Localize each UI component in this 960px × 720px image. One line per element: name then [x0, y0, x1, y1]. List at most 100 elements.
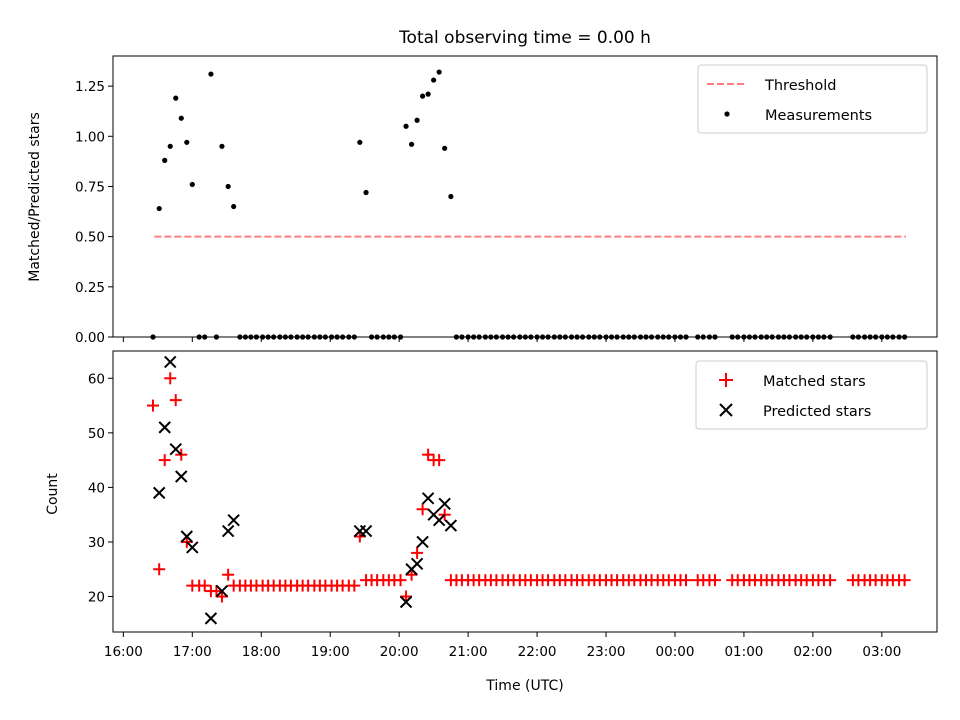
measurement-point: [436, 69, 442, 75]
predicted-star-point: [416, 535, 429, 549]
bottom-x-tick-label: 23:00: [587, 644, 626, 660]
bottom-x-tick-label: 00:00: [656, 644, 695, 660]
matched-star-point: [400, 590, 413, 603]
bottom-x-tick-label: 01:00: [724, 644, 763, 660]
legend-predicted-label: Predicted stars: [763, 404, 871, 420]
predicted-star-point: [444, 519, 458, 532]
matched-stars-points: [146, 372, 911, 603]
ratio-panel: Total observing time = 0.00 h Matched/Pr…: [27, 28, 938, 346]
measurement-point: [162, 157, 168, 163]
measurement-point: [425, 91, 431, 97]
predicted-star-point: [221, 524, 235, 538]
matched-star-point: [416, 503, 429, 516]
bottom-x-tick-label: 17:00: [173, 644, 212, 660]
measurement-point: [189, 181, 195, 188]
predicted-star-point: [410, 557, 424, 571]
top-y-tick-label: 1.00: [75, 129, 105, 145]
bottom-legend-box: [695, 360, 928, 430]
matched-star-point: [824, 574, 837, 587]
predicted-star-point: [186, 541, 199, 554]
matched-star-point: [394, 574, 407, 587]
legend-measurements-label: Measurements: [765, 108, 872, 124]
measurement-point: [420, 93, 426, 99]
predicted-star-point: [158, 421, 171, 434]
top-y-ticks: 0.00 0.25 0.50 0.75 1.00 1.25: [75, 79, 113, 346]
measurement-point: [357, 139, 363, 145]
bottom-legend: Matched stars Predicted stars: [695, 360, 928, 430]
bottom-x-tick-label: 18:00: [242, 644, 281, 660]
matched-star-point: [353, 530, 366, 543]
predicted-star-point: [180, 530, 193, 543]
measurement-point: [231, 203, 237, 210]
matched-star-point: [210, 585, 223, 598]
measurement-point: [219, 143, 225, 149]
top-y-tick-label: 0.00: [75, 330, 105, 346]
predicted-star-point: [227, 513, 240, 527]
count-panel: Count Time (UTC) 20 30 40 50 60 16:00 17:00 18…: [45, 350, 938, 694]
matched-star-point: [158, 454, 171, 467]
matched-star-point: [215, 590, 228, 603]
bottom-x-tick-label: 19:00: [311, 644, 350, 660]
measurement-point: [225, 183, 231, 190]
bottom-y-axis-label: Count: [45, 473, 61, 515]
top-legend-box: [697, 64, 928, 134]
predicted-star-point: [204, 612, 218, 625]
measurement-point: [363, 189, 369, 196]
bottom-x-tick-label: 03:00: [862, 644, 901, 660]
predicted-star-point: [432, 513, 446, 527]
measurement-point: [173, 95, 179, 101]
measurement-point: [208, 71, 214, 77]
bottom-x-tick-label: 22:00: [518, 644, 557, 660]
predicted-star-point: [164, 355, 177, 369]
measurement-point: [403, 123, 409, 129]
bottom-x-tick-label: 16:00: [104, 644, 143, 660]
matched-star-point: [433, 454, 446, 467]
matched-star-point: [680, 574, 693, 587]
matched-star-point: [411, 546, 424, 559]
bottom-x-tick-label: 02:00: [793, 644, 832, 660]
predicted-star-point: [421, 492, 435, 505]
x-axis-label: Time (UTC): [485, 678, 563, 694]
predicted-stars-points: [152, 355, 458, 625]
matched-star-point: [198, 579, 211, 592]
legend-threshold-label: Threshold: [764, 78, 836, 94]
bottom-y-tick-label: 60: [88, 371, 105, 387]
matched-star-point: [222, 568, 235, 581]
measurement-point: [156, 205, 162, 212]
predicted-star-point: [438, 497, 451, 510]
bottom-axes-frame: [112, 350, 938, 633]
top-y-tick-label: 1.25: [75, 79, 105, 95]
top-legend: Threshold Measurements: [697, 64, 928, 134]
matched-star-point: [898, 574, 911, 587]
bottom-y-ticks: 20 30 40 50 60: [88, 371, 113, 606]
matched-star-point: [708, 574, 721, 587]
top-y-axis-label: Matched/Predicted stars: [27, 112, 43, 282]
legend-measurements-swatch: [724, 111, 730, 117]
bottom-x-tick-label: 21:00: [449, 644, 488, 660]
measurement-point: [414, 117, 420, 123]
chart-title: Total observing time = 0.00 h: [398, 28, 651, 48]
matched-star-point: [164, 372, 177, 385]
legend-matched-label: Matched stars: [763, 374, 866, 390]
predicted-star-point: [175, 470, 188, 483]
top-y-tick-label: 0.75: [75, 179, 105, 195]
measurement-point: [442, 145, 448, 151]
measurement-point: [408, 141, 415, 147]
matched-star-point: [146, 399, 159, 412]
bottom-y-tick-label: 40: [88, 480, 105, 496]
matched-star-point: [169, 394, 182, 407]
measurement-point: [184, 139, 190, 145]
measurement-point: [167, 143, 173, 149]
measurement-point: [448, 193, 454, 200]
bottom-y-tick-label: 50: [88, 426, 105, 442]
bottom-y-tick-label: 30: [88, 535, 105, 551]
matched-star-point: [405, 568, 418, 581]
predicted-star-point: [169, 443, 182, 456]
bottom-x-ticks: 16:00 17:00 18:00 19:00 20:00 21:00 22:00 23:00…: [104, 632, 901, 660]
bottom-y-tick-label: 20: [88, 590, 105, 606]
bottom-x-tick-label: 20:00: [380, 644, 419, 660]
top-axes-frame: [112, 55, 938, 338]
top-y-tick-label: 0.50: [75, 230, 105, 246]
legend-matched-swatch: [719, 373, 733, 387]
